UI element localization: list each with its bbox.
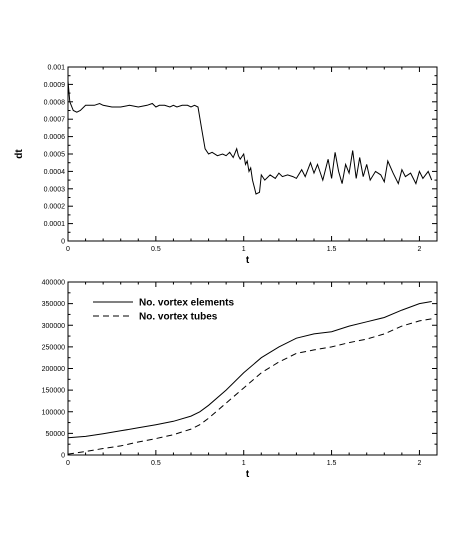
chart-2 (67, 281, 438, 456)
chart-1 (67, 66, 438, 242)
x-tick-label: 1.5 (327, 246, 337, 253)
x-tick-label: 1 (242, 246, 246, 253)
y-tick-label: 0.0001 (44, 221, 66, 228)
x-tick-label: 0.5 (151, 246, 161, 253)
y-tick-label: 350000 (42, 301, 65, 308)
y-axis-label: dt (14, 149, 25, 159)
y-tick-label: 250000 (42, 344, 65, 351)
y-tick-label: 0.0004 (44, 169, 66, 176)
y-tick-label: 0.0008 (44, 99, 66, 106)
y-tick-label: 200000 (42, 366, 65, 373)
x-tick-label: 2 (417, 460, 421, 467)
y-tick-label: 0.001 (47, 65, 65, 72)
x-tick-label: 1 (242, 460, 246, 467)
x-axis-label: t (246, 469, 250, 480)
plot-frame (67, 66, 438, 242)
x-tick-label: 1.5 (327, 460, 337, 467)
plot-frame (67, 281, 438, 456)
x-tick-label: 0.5 (151, 460, 161, 467)
series-line-2 (67, 318, 432, 455)
x-axis-label: t (246, 255, 250, 266)
y-tick-label: 150000 (42, 388, 65, 395)
legend-label-2: No. vortex tubes (139, 312, 218, 323)
y-tick-label: 0.0009 (44, 82, 66, 89)
y-tick-label: 300000 (42, 323, 65, 330)
y-tick-label: 0.0003 (44, 186, 66, 193)
legend-label-1: No. vortex elements (139, 298, 234, 309)
x-tick-label: 0 (66, 246, 70, 253)
series-line-1 (67, 80, 433, 195)
y-tick-label: 100000 (42, 409, 65, 416)
y-tick-label: 0.0007 (44, 117, 66, 124)
y-tick-label: 50000 (46, 431, 66, 438)
y-tick-label: 0 (61, 453, 65, 460)
y-tick-label: 0.0005 (44, 152, 66, 159)
x-tick-label: 2 (417, 246, 421, 253)
y-tick-label: 0.0002 (44, 204, 66, 211)
y-tick-label: 400000 (42, 280, 65, 287)
y-tick-label: 0 (61, 239, 65, 246)
x-tick-label: 0 (66, 460, 70, 467)
y-tick-label: 0.0006 (44, 134, 66, 141)
series-line-1 (67, 301, 432, 439)
